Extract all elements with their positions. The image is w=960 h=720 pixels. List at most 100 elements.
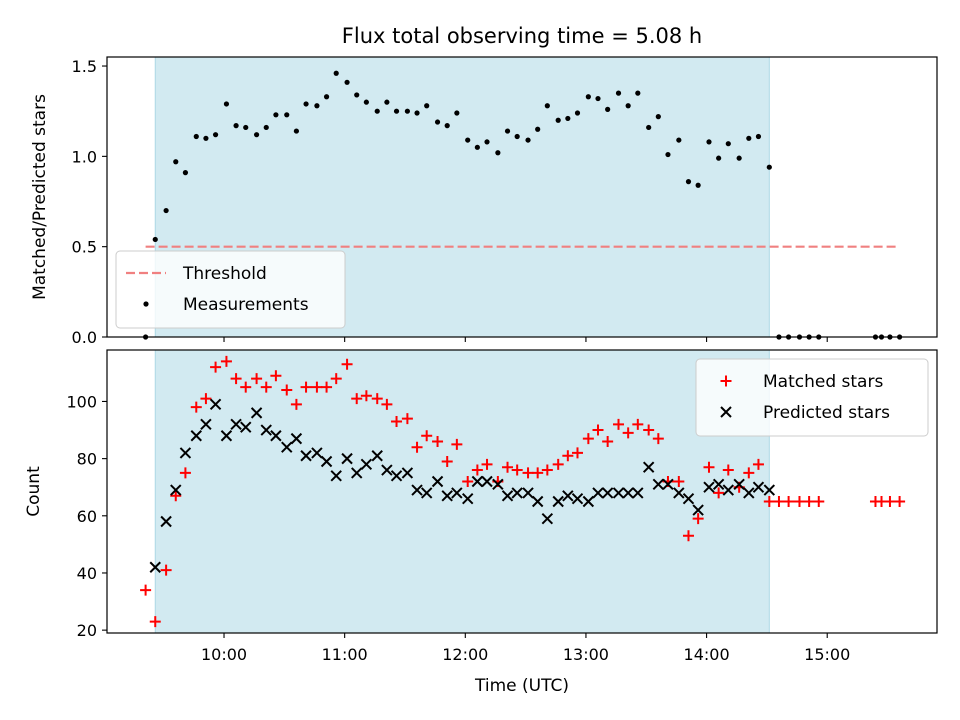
matched-stars-point [432,435,444,447]
matched-stars-point [341,358,353,370]
measurements-point [555,117,561,123]
predicted-stars-point [462,492,474,505]
matched-stars-point [713,487,725,499]
matched-stars-point [582,433,594,445]
predicted-stars-point [522,487,534,499]
matched-stars-point [421,430,433,442]
predicted-stars-point [743,487,755,499]
matched-stars-point [451,438,463,450]
measurements-point [665,151,671,158]
matched-stars-point [300,381,312,393]
measurements-point [173,159,179,165]
matched-stars-point [722,464,734,476]
matched-stars-point [571,447,583,459]
matched-stars-point [481,458,493,470]
matched-stars-point [140,584,152,596]
figure-title: Flux total observing time = 5.08 h [342,24,702,48]
measurements-point [414,110,420,116]
measurements-point [685,179,692,185]
matched-stars-point [532,467,544,479]
predicted-stars-point [481,475,493,488]
measurements-point [303,101,309,107]
predicted-stars-point [632,487,644,499]
matched-stars-point [391,415,403,427]
measurements-point [163,207,169,214]
measurements-point [635,90,641,96]
predicted-stars-point [209,398,222,411]
top-y-tick-label: 1.5 [72,57,97,76]
matched-stars-point [401,413,413,425]
measurements-point [393,108,400,114]
predicted-stars-point [441,490,453,502]
measurements-point [716,155,722,161]
matched-stars-point [330,373,342,385]
predicted-stars-point [371,450,383,462]
matched-stars-point [230,373,242,385]
matched-stars-point [290,398,302,410]
bottom-y-tick-label: 100 [66,392,97,411]
bottom-y-tick-label: 80 [77,450,97,469]
measurements-point [695,182,701,188]
predicted-stars-point [642,461,655,473]
measurements-point [565,115,571,122]
predicted-stars-point [351,467,363,479]
top-legend: Threshold Measurements [115,250,346,329]
measurements-point [484,139,490,145]
x-tick-label: 13:00 [563,645,609,664]
measurements-point [454,110,460,116]
x-tick-label: 14:00 [684,645,730,664]
predicted-stars-point [541,512,554,525]
predicted-stars-point [290,432,303,445]
matched-stars-point [632,418,644,430]
matched-stars-point [803,496,815,508]
x-tick-label: 10:00 [201,645,247,664]
measurements-point [474,144,480,150]
x-tick-label: 12:00 [442,645,488,664]
predicted-stars-point [722,484,735,496]
matched-stars-point [200,393,212,405]
measurements-point [363,99,369,105]
measurements-point [444,123,450,129]
matched-stars-point [281,384,293,396]
measurements-point [736,155,742,161]
bottom-subplot: 20 40 60 80 100 10:00 11:00 12:00 13:00 14:00 15:0… [24,349,938,664]
measurements-point [514,133,520,140]
measurements-point [585,94,591,100]
matched-stars-point [311,381,323,393]
top-y-axis-label: Matched/Predicted stars [30,94,50,300]
measurements-point [253,132,260,138]
predicted-stars-point [230,418,242,431]
measurements-point [495,150,501,156]
measurements-point [284,112,290,118]
legend-predicted-swatch [720,406,732,418]
top-subplot: 0.0 0.5 1.0 1.5 Matched/Predicted stars Thres… [30,56,938,347]
matched-stars-point [511,464,523,476]
predicted-stars-point [662,478,674,491]
predicted-stars-point [571,492,584,505]
matched-stars-point [149,616,161,628]
predicted-stars-point [501,490,514,502]
measurements-point [755,133,762,140]
measurements-point [243,124,249,131]
predicted-stars-point [179,447,192,459]
predicted-stars-point [712,478,725,491]
top-legend-box [115,250,346,329]
measurements-point [706,139,712,145]
matched-stars-point [220,355,232,367]
predicted-stars-point [562,490,574,502]
legend-label: Predicted stars [763,403,890,423]
predicted-stars-point [320,455,333,468]
predicted-stars-point [582,495,595,508]
matched-stars-point [752,458,764,470]
matched-stars-point [522,467,534,479]
measurements-point [384,99,390,105]
measurements-point [404,108,410,114]
top-y-tick-label: 0.5 [72,238,97,257]
matched-stars-point [673,475,685,487]
bottom-y-tick-label: 40 [77,564,97,583]
matched-stars-point [643,424,655,436]
measurements-point [424,103,430,109]
top-y-tick-label: 0.0 [72,328,97,347]
legend-label: Threshold [182,264,267,284]
